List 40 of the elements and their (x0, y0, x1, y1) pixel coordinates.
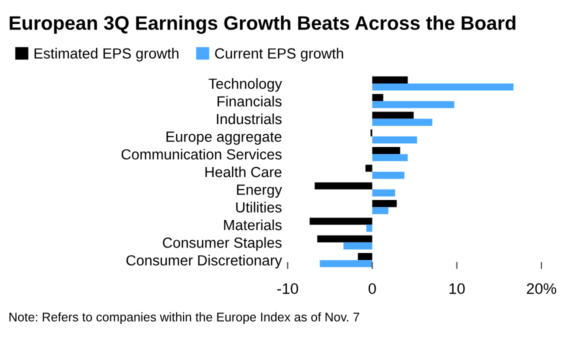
bar (372, 83, 514, 91)
bar (310, 218, 372, 225)
bar (317, 235, 372, 242)
bar (343, 242, 372, 250)
bar (372, 200, 397, 208)
chart-title: European 3Q Earnings Growth Beats Across the Board (10, 16, 516, 34)
y-tick-label: Energy (237, 184, 282, 198)
legend-label: Current EPS growth (215, 48, 344, 62)
y-tick-label: Materials (224, 219, 282, 230)
y-tick-label: Europe aggregate (166, 132, 282, 145)
y-tick-label: Consumer Discretionary (126, 254, 282, 268)
bar (314, 182, 372, 190)
bar (372, 112, 414, 119)
bar (372, 136, 418, 144)
bar (372, 94, 384, 102)
legend-label: Estimated EPS growth (34, 48, 178, 62)
x-tick-label: -10 (277, 283, 298, 294)
bar (372, 154, 408, 162)
x-tick-label: 20% (526, 283, 556, 294)
y-tick-label: Utilities (236, 202, 282, 213)
bar (365, 164, 372, 172)
bar (372, 189, 396, 196)
bar (372, 118, 432, 126)
bar (358, 253, 372, 260)
bar (372, 172, 404, 179)
y-tick-label: Consumer Staples (162, 237, 282, 251)
y-tick-label: Communication Services (122, 148, 282, 160)
y-tick-label: Financials (218, 96, 282, 107)
bar (366, 224, 372, 232)
bar (372, 101, 454, 108)
x-tick-label: 0 (368, 283, 376, 294)
bar (372, 76, 408, 84)
y-tick-label: Technology (208, 78, 282, 92)
bar (320, 260, 372, 268)
x-tick-label: 10 (450, 283, 465, 294)
text: Note: Refers to companies within the Europe Index as of Nov. 7 (9, 312, 360, 324)
y-tick-label: Industrials (216, 113, 282, 124)
y-tick-label: Health Care (205, 166, 282, 178)
bar (372, 147, 400, 154)
bar (372, 207, 388, 214)
